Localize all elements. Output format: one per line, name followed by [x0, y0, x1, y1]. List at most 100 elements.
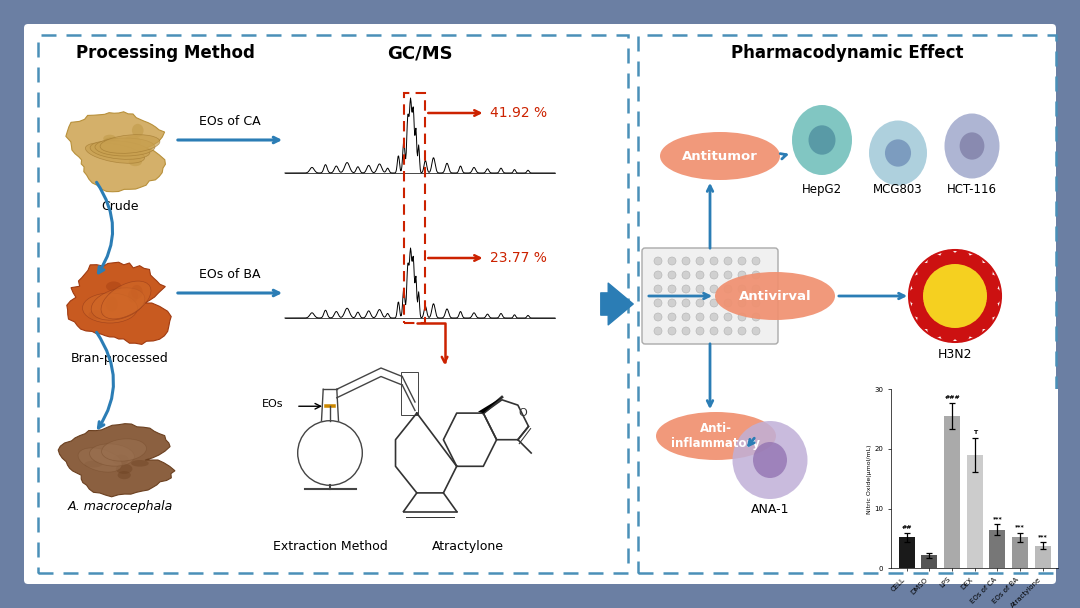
Text: HepG2: HepG2: [802, 183, 842, 196]
Ellipse shape: [106, 282, 121, 291]
Text: GC/MS: GC/MS: [388, 44, 453, 62]
Circle shape: [669, 299, 676, 307]
Ellipse shape: [89, 310, 105, 319]
Circle shape: [654, 327, 662, 335]
Text: Atractylone: Atractylone: [432, 540, 504, 553]
Circle shape: [738, 257, 746, 265]
Circle shape: [710, 299, 718, 307]
Circle shape: [681, 327, 690, 335]
Bar: [944, 416, 960, 568]
Text: ***: ***: [1015, 525, 1025, 530]
Circle shape: [681, 285, 690, 293]
Circle shape: [710, 313, 718, 321]
Ellipse shape: [116, 464, 133, 474]
Circle shape: [983, 275, 999, 291]
Circle shape: [738, 327, 746, 335]
Text: Crude: Crude: [102, 200, 138, 213]
Ellipse shape: [131, 285, 143, 299]
Circle shape: [941, 325, 957, 342]
Circle shape: [724, 257, 732, 265]
Text: A. macrocephala: A. macrocephala: [67, 500, 173, 513]
Circle shape: [912, 275, 928, 291]
Polygon shape: [58, 424, 175, 497]
Circle shape: [724, 327, 732, 335]
Bar: [989, 530, 1005, 568]
Text: Processing Method: Processing Method: [76, 44, 255, 62]
Text: O: O: [518, 408, 527, 418]
Circle shape: [752, 257, 760, 265]
Ellipse shape: [102, 281, 151, 319]
Text: Pharmacodynamic Effect: Pharmacodynamic Effect: [731, 44, 963, 62]
Polygon shape: [67, 262, 172, 344]
Polygon shape: [478, 397, 502, 413]
Text: 23.77 %: 23.77 %: [490, 251, 548, 265]
Ellipse shape: [131, 460, 149, 466]
Circle shape: [976, 264, 993, 280]
Bar: [1012, 537, 1028, 568]
Ellipse shape: [869, 120, 927, 185]
Circle shape: [724, 271, 732, 279]
Circle shape: [928, 321, 944, 337]
Text: ###: ###: [944, 395, 960, 400]
Circle shape: [918, 264, 934, 280]
Text: ##: ##: [902, 525, 912, 530]
Circle shape: [928, 255, 944, 271]
Circle shape: [654, 299, 662, 307]
Y-axis label: Nitric Oxide(μmol/mL): Nitric Oxide(μmol/mL): [866, 444, 872, 514]
Ellipse shape: [112, 455, 129, 465]
Circle shape: [738, 285, 746, 293]
Circle shape: [681, 271, 690, 279]
Circle shape: [681, 299, 690, 307]
Ellipse shape: [660, 132, 780, 180]
Text: Antitumor: Antitumor: [683, 150, 758, 162]
Circle shape: [681, 257, 690, 265]
Text: ***: ***: [1038, 534, 1048, 539]
Text: ANA-1: ANA-1: [751, 503, 789, 516]
Ellipse shape: [753, 442, 787, 478]
Circle shape: [654, 257, 662, 265]
Ellipse shape: [106, 297, 118, 312]
Circle shape: [696, 327, 704, 335]
Ellipse shape: [127, 289, 138, 303]
Text: EOs: EOs: [261, 399, 283, 409]
Circle shape: [710, 327, 718, 335]
Ellipse shape: [102, 439, 147, 461]
Circle shape: [669, 257, 676, 265]
Circle shape: [909, 288, 924, 304]
Bar: [967, 455, 983, 568]
Text: Antivirval: Antivirval: [739, 289, 811, 303]
Ellipse shape: [945, 114, 999, 179]
Circle shape: [669, 271, 676, 279]
Text: H3N2: H3N2: [937, 348, 972, 361]
Polygon shape: [66, 112, 165, 192]
FancyArrowPatch shape: [600, 283, 633, 325]
Text: T: T: [973, 430, 976, 435]
Ellipse shape: [95, 138, 156, 156]
Ellipse shape: [91, 288, 145, 320]
Circle shape: [966, 255, 982, 271]
Bar: [1035, 546, 1051, 568]
Bar: [921, 555, 937, 568]
Circle shape: [752, 285, 760, 293]
FancyBboxPatch shape: [642, 248, 778, 344]
Text: EOs of BA: EOs of BA: [199, 268, 260, 281]
Text: Extraction Method: Extraction Method: [272, 540, 388, 553]
Ellipse shape: [104, 135, 117, 142]
Ellipse shape: [960, 133, 984, 160]
Circle shape: [738, 299, 746, 307]
Circle shape: [752, 327, 760, 335]
Circle shape: [738, 313, 746, 321]
Bar: [899, 537, 915, 568]
Ellipse shape: [90, 444, 134, 466]
Ellipse shape: [84, 461, 103, 468]
Text: EOs of CA: EOs of CA: [199, 115, 260, 128]
Circle shape: [985, 288, 1001, 304]
Circle shape: [710, 257, 718, 265]
Ellipse shape: [85, 143, 145, 164]
Circle shape: [669, 285, 676, 293]
Ellipse shape: [885, 139, 912, 167]
Circle shape: [983, 301, 999, 317]
Ellipse shape: [124, 136, 140, 148]
Text: HCT-116: HCT-116: [947, 183, 997, 196]
Circle shape: [941, 250, 957, 266]
